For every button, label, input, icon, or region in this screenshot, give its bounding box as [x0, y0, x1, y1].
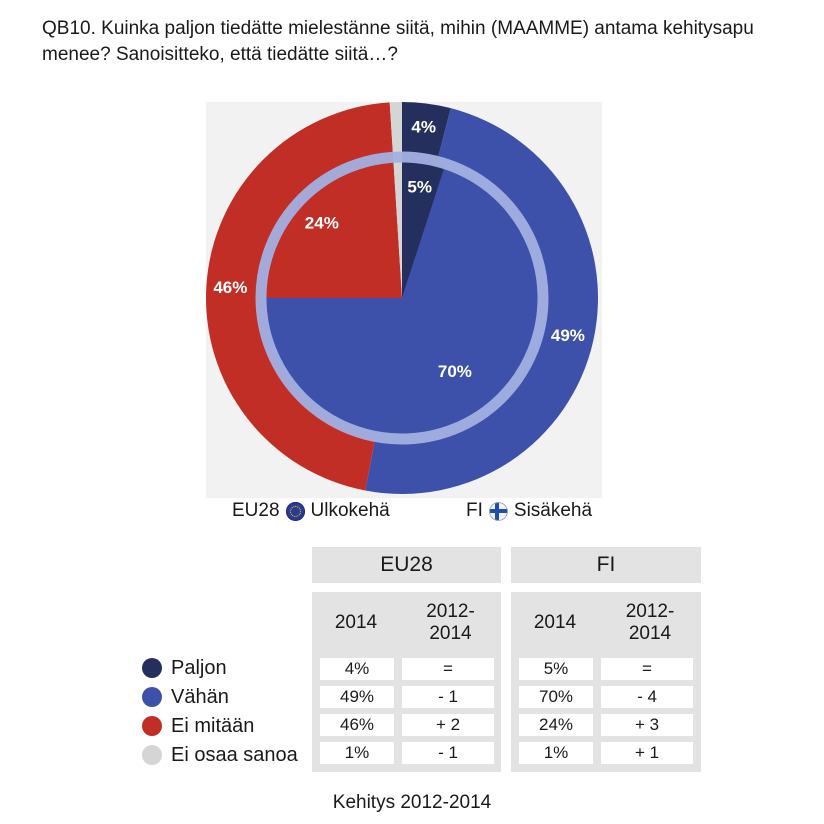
table-group-eu28: EU28: [312, 547, 501, 583]
outer-label-ei-mitaan: 46%: [213, 278, 247, 297]
cell-eu-change-ei-mitaan: + 2: [402, 714, 494, 736]
table-panel-eu28: 2014 2012- 2014 4% = 49% - 1 46% + 2 1% …: [312, 592, 501, 772]
cell-fi-change-ei-osaa: + 1: [601, 742, 693, 764]
legend-dot-ei-mitaan: [142, 716, 162, 736]
col-head-2014: 2014: [533, 612, 577, 633]
legend-label-ei-osaa: Ei osaa sanoa: [171, 743, 298, 766]
legend-item-vahan: Vähän: [142, 683, 229, 711]
legend-label-ei-mitaan: Ei mitään: [171, 714, 255, 737]
cell-fi-change-paljon: =: [601, 658, 693, 680]
legend-item-paljon: Paljon: [142, 654, 227, 682]
eu-flag-icon: [285, 501, 305, 521]
double-ring-pie-chart: 4% 49% 46% 5% 70% 24%: [205, 102, 602, 498]
table-panel-fi: 2014 2012- 2014 5% = 70% - 4 24% + 3 1% …: [511, 592, 701, 772]
cell-eu-2014-ei-osaa: 1%: [320, 742, 394, 764]
inner-label-paljon: 5%: [407, 177, 432, 196]
cell-fi-2014-vahan: 70%: [519, 686, 593, 708]
finland-flag-icon: [488, 501, 508, 521]
legend-item-ei-osaa: Ei osaa sanoa: [142, 741, 298, 769]
ring-separator: [255, 151, 549, 445]
inner-label-vahan: 70%: [438, 362, 472, 381]
inner-slice-paljon: [402, 157, 446, 298]
cell-fi-change-vahan: - 4: [601, 686, 693, 708]
inner-ring-legend: FI Sisäkehä: [466, 500, 592, 522]
col-head-change: 2012- 2014: [426, 601, 475, 644]
col-head-2014: 2014: [334, 612, 378, 633]
legend-label-vahan: Vähän: [171, 685, 229, 708]
outer-ring-label: Ulkokehä: [310, 500, 390, 521]
inner-label-ei-mitaan: 24%: [305, 214, 339, 233]
outer-label-paljon: 4%: [411, 117, 436, 136]
inner-ring-label: Sisäkehä: [513, 500, 593, 521]
legend-dot-ei-osaa: [142, 745, 162, 765]
inner-ring-slices: [261, 157, 543, 439]
cell-fi-2014-paljon: 5%: [519, 658, 593, 680]
inner-slice-ei-mitaan: [261, 157, 402, 298]
inner-slice-ei-osaa-sanoa: [393, 157, 402, 298]
cell-eu-2014-ei-mitaan: 46%: [320, 714, 394, 736]
col-head-change: 2012- 2014: [625, 601, 675, 644]
legend-dot-paljon: [142, 658, 162, 678]
legend-item-ei-mitaan: Ei mitään: [142, 712, 254, 740]
chart-title: QB10. Kuinka paljon tiedätte mielestänne…: [42, 18, 754, 65]
cell-fi-2014-ei-osaa: 1%: [519, 742, 593, 764]
legend-dot-vahan: [142, 687, 162, 707]
footer-note: Kehitys 2012-2014: [332, 792, 492, 813]
outer-label-vahan: 49%: [551, 326, 585, 345]
legend-label-paljon: Paljon: [171, 656, 227, 679]
cell-eu-2014-paljon: 4%: [320, 658, 394, 680]
pie-data-labels: 4% 49% 46% 5% 70% 24%: [213, 117, 585, 380]
inner-slice-vahan: [261, 163, 543, 439]
table-group-fi: FI: [511, 547, 701, 583]
cell-eu-2014-vahan: 49%: [320, 686, 394, 708]
cell-eu-change-paljon: =: [402, 658, 494, 680]
outer-ring-legend: EU28 Ulkokehä: [232, 500, 390, 522]
cell-fi-2014-ei-mitaan: 24%: [519, 714, 593, 736]
inner-ring-code: FI: [466, 500, 483, 521]
outer-ring-code: EU28: [232, 500, 280, 521]
cell-eu-change-vahan: - 1: [402, 686, 494, 708]
cell-fi-change-ei-mitaan: + 3: [601, 714, 693, 736]
cell-eu-change-ei-osaa: - 1: [402, 742, 494, 764]
